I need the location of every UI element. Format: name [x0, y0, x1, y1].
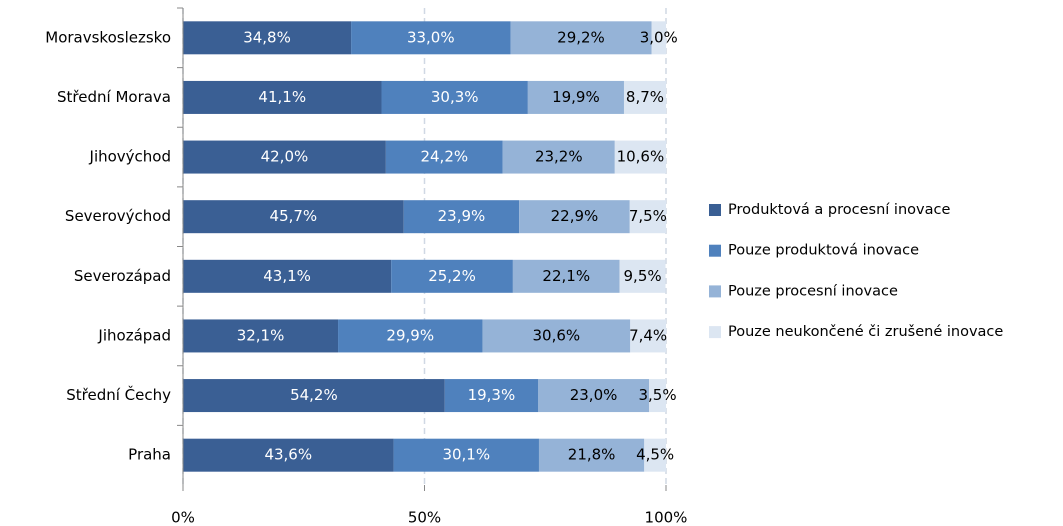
bar-segment — [527, 80, 624, 114]
data-label: 8,7% — [626, 88, 664, 106]
bar-segment — [482, 319, 631, 353]
data-label: 19,9% — [552, 88, 600, 106]
data-label: 22,9% — [551, 207, 599, 225]
data-label: 54,2% — [290, 386, 338, 404]
bar-segment — [183, 80, 382, 114]
data-label: 30,1% — [442, 446, 490, 464]
x-tick-label: 100% — [645, 509, 688, 526]
bar-segment — [183, 21, 352, 55]
bar-segment — [630, 319, 666, 353]
legend-swatch — [709, 204, 721, 216]
x-tick-label: 0% — [171, 509, 195, 526]
y-tick-label: Moravskoslezsko — [45, 28, 171, 46]
x-tick-label: 50% — [408, 509, 441, 526]
bar-segment — [183, 140, 386, 174]
bar-segment — [444, 379, 539, 413]
bar-segment — [393, 438, 539, 472]
data-label: 9,5% — [624, 267, 662, 285]
bar-segment — [519, 200, 630, 234]
bar-segment — [385, 140, 503, 174]
data-label: 34,8% — [243, 28, 291, 46]
data-label: 29,9% — [386, 326, 434, 344]
data-label: 29,2% — [557, 28, 605, 46]
data-label: 7,5% — [629, 207, 667, 225]
legend-swatch — [709, 244, 721, 257]
data-label: 23,2% — [535, 148, 583, 166]
data-label: 32,1% — [237, 326, 285, 344]
bar-segment — [619, 259, 666, 293]
data-label: 41,1% — [258, 88, 306, 106]
data-label: 42,0% — [261, 148, 309, 166]
bar-segment — [502, 140, 615, 174]
legend-label: Pouze produktová inovace — [728, 243, 919, 259]
bar-segment — [538, 379, 650, 413]
data-label: 19,3% — [468, 386, 516, 404]
data-label: 43,1% — [263, 267, 311, 285]
bar-segment — [338, 319, 483, 353]
data-label: 7,4% — [629, 326, 667, 344]
data-label: 23,0% — [570, 386, 618, 404]
legend-swatch — [709, 285, 721, 298]
y-tick-label: Severozápad — [74, 267, 171, 285]
bar-segment — [381, 80, 528, 114]
data-label: 30,6% — [533, 326, 581, 344]
legend-swatch — [709, 326, 721, 339]
data-label: 25,2% — [428, 267, 476, 285]
data-label: 10,6% — [617, 148, 665, 166]
bar-segment — [649, 379, 666, 413]
bar-segment — [614, 140, 666, 174]
y-tick-label: Severovýchod — [65, 207, 171, 225]
bar-segment — [512, 259, 620, 293]
data-label: 3,5% — [638, 386, 676, 404]
data-label: 45,7% — [270, 207, 318, 225]
legend-label: Produktová a procesní inovace — [728, 202, 950, 218]
y-tick-label: Jihozápad — [97, 326, 171, 344]
data-label: 43,6% — [264, 446, 312, 464]
bar-segment — [391, 259, 513, 293]
legend-label: Pouze procesní inovace — [728, 283, 898, 299]
bar-segment — [629, 200, 666, 234]
y-tick-label: Praha — [128, 446, 171, 464]
y-tick-label: Jihovýchod — [89, 148, 171, 166]
data-label: 22,1% — [542, 267, 590, 285]
data-label: 24,2% — [420, 148, 468, 166]
data-label: 30,3% — [431, 88, 479, 106]
data-label: 3,0% — [640, 28, 678, 46]
data-label: 23,9% — [438, 207, 486, 225]
bar-segment — [183, 379, 445, 413]
bar-segment — [351, 21, 511, 55]
bar-segment — [623, 80, 666, 114]
bar-segment — [651, 21, 666, 55]
bar-segment — [183, 259, 392, 293]
bar-segment — [183, 438, 394, 472]
legend-label: Pouze neukončené či zrušené inovace — [728, 324, 1003, 340]
bar-segment — [403, 200, 520, 234]
data-label: 21,8% — [568, 446, 616, 464]
y-tick-label: Střední Morava — [57, 88, 171, 106]
bar-segment — [538, 438, 645, 472]
y-tick-label: Střední Čechy — [66, 385, 171, 404]
bar-segment — [183, 200, 404, 234]
bar-segment — [510, 21, 652, 55]
bar-segment — [183, 319, 339, 353]
data-label: 4,5% — [636, 446, 674, 464]
bar-segment — [644, 438, 666, 472]
data-label: 33,0% — [407, 28, 455, 46]
